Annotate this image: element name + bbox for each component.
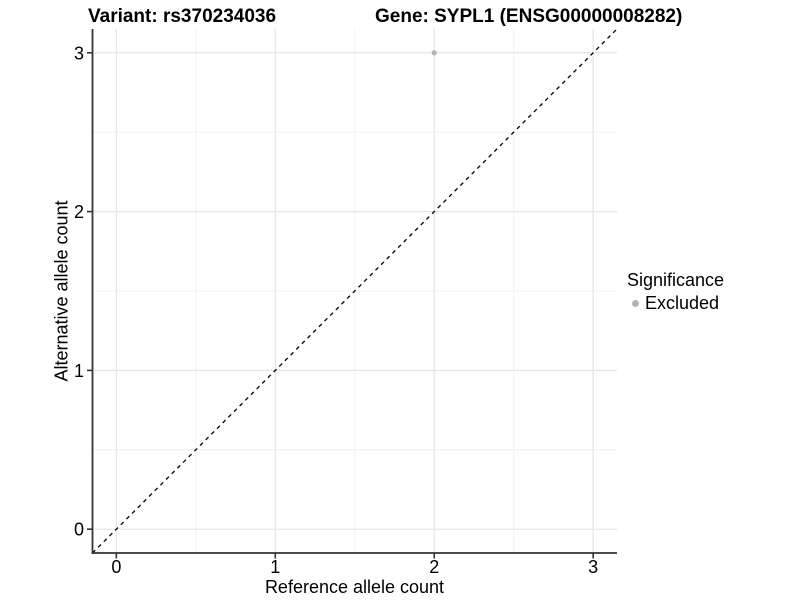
gene-title: Gene: SYPL1 (ENSG00000008282) xyxy=(375,6,683,27)
x-tick-label: 2 xyxy=(429,557,439,577)
legend-title: Significance xyxy=(627,270,725,290)
y-tick-label: 0 xyxy=(74,520,84,540)
x-tick-label: 1 xyxy=(270,557,280,577)
y-axis-title: Alternative allele count xyxy=(51,200,72,382)
x-axis-title: Reference allele count xyxy=(264,577,445,597)
legend-point-icon xyxy=(632,299,639,307)
variant-title: Variant: rs370234036 xyxy=(88,6,277,27)
y-tick-label: 2 xyxy=(74,202,84,222)
x-tick-label: 3 xyxy=(588,557,598,577)
legend-item-excluded: Excluded xyxy=(627,293,724,313)
data-point xyxy=(431,50,437,56)
identity-line xyxy=(92,28,618,554)
x-tick-label: 0 xyxy=(111,557,121,577)
y-tick-label: 1 xyxy=(74,361,84,381)
legend-item-label: Excluded xyxy=(645,293,720,313)
y-tick-label: 3 xyxy=(74,43,84,63)
legend: Significance Excluded xyxy=(627,270,724,313)
